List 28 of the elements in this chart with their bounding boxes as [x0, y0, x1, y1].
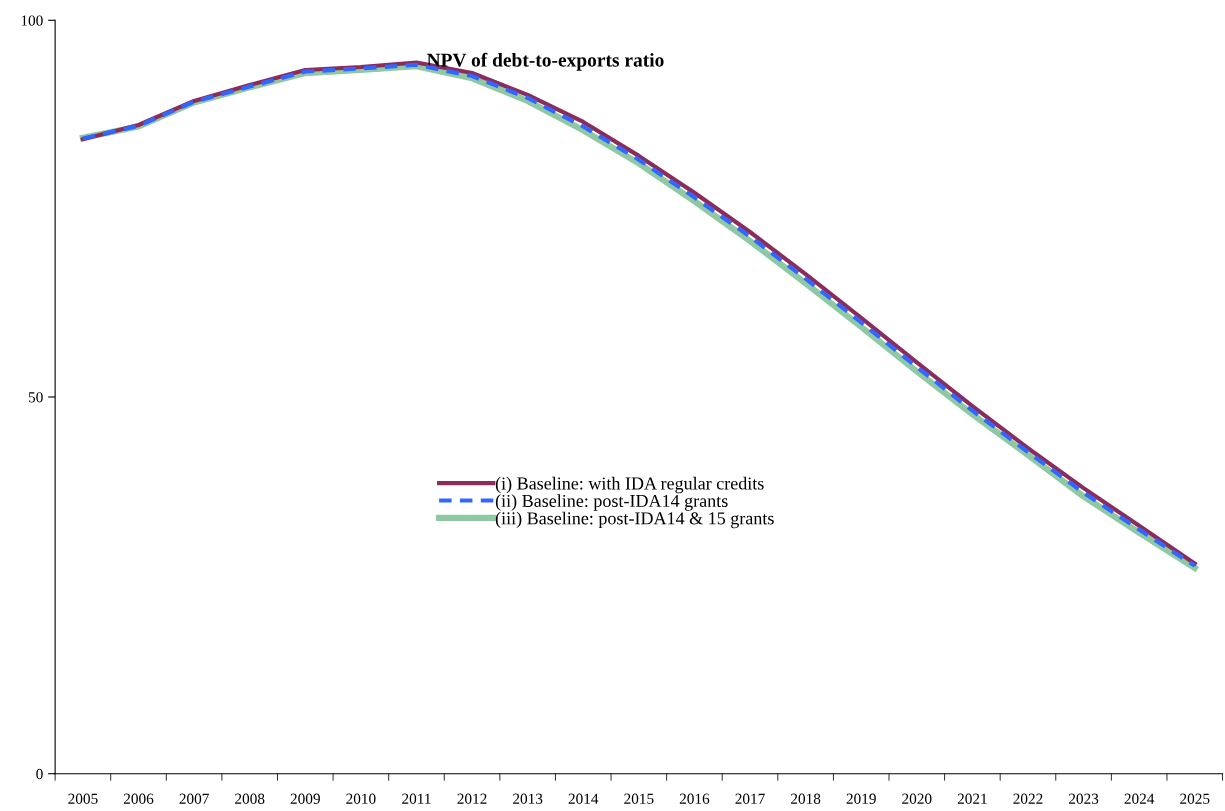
x-tick-label: 2012 [457, 793, 487, 804]
x-tick-label: 2015 [624, 793, 654, 804]
x-tick-label: 2023 [1068, 793, 1099, 804]
legend-label: (iii) Baseline: post-IDA14 & 15 grants [495, 511, 774, 529]
x-tick-label: 2007 [179, 793, 209, 804]
x-tick-label: 2018 [791, 793, 821, 804]
x-tick-label: 2025 [1180, 793, 1210, 804]
x-tick-label: 2011 [402, 793, 431, 804]
y-tick-label: 100 [21, 15, 43, 26]
legend-label: (i) Baseline: with IDA regular credits [495, 476, 764, 494]
x-tick-label: 2017 [735, 793, 765, 804]
x-tick-label: 2013 [513, 793, 543, 804]
x-tick-label: 2020 [902, 793, 932, 804]
x-tick-label: 2022 [1013, 793, 1043, 804]
x-tick-label: 2021 [957, 793, 987, 804]
legend-label: (ii) Baseline: post-IDA14 grants [495, 494, 728, 511]
x-tick-label: 2010 [346, 793, 376, 804]
y-tick-label: 50 [28, 392, 43, 403]
y-tick-label: 0 [36, 768, 43, 780]
x-tick-label: 2008 [235, 793, 265, 804]
x-tick-label: 2009 [290, 793, 320, 804]
x-tick-label: 2006 [123, 793, 154, 804]
x-tick-label: 2005 [68, 793, 98, 804]
x-tick-label: 2016 [679, 793, 710, 804]
x-tick-label: 2019 [846, 793, 876, 804]
x-tick-label: 2024 [1124, 793, 1155, 804]
text: NPV of debt-to-exports ratio [426, 52, 664, 71]
x-tick-label: 2014 [568, 793, 599, 804]
